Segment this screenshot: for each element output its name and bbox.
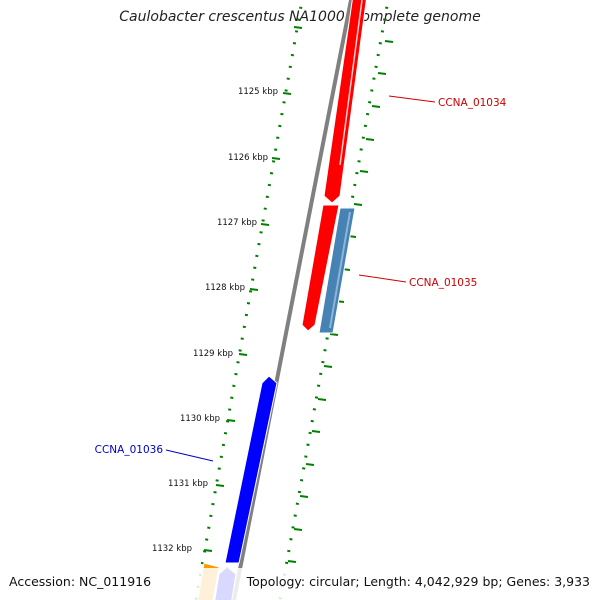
label-ccna-01036[interactable]: CCNA_01036	[95, 444, 164, 456]
ruler-label-1125: 1125 kbp	[238, 87, 278, 97]
label-ccna-01034[interactable]: CCNA_01034	[438, 97, 507, 109]
ruler-tick	[203, 549, 213, 552]
ruler-label-1131: 1131 kbp	[168, 479, 208, 489]
ruler-tick	[260, 223, 270, 226]
ruler-tick	[282, 92, 292, 95]
genome-backbone	[231, 0, 354, 600]
ruler-label-1128: 1128 kbp	[205, 283, 245, 293]
ruler-label-1127: 1127 kbp	[217, 218, 257, 228]
gene-ccna-01035[interactable]	[301, 204, 340, 332]
ruler-tick	[215, 484, 225, 487]
feature-highlight	[329, 211, 351, 329]
footer-bg	[0, 568, 600, 600]
ruler-label-1126: 1126 kbp	[228, 153, 268, 163]
label-ccna-01035[interactable]: CCNA_01035	[409, 277, 477, 289]
leader-line	[165, 449, 214, 462]
gene-ccna-01036[interactable]	[224, 375, 278, 564]
ruler-label-1129: 1129 kbp	[193, 349, 233, 359]
outer-ruler	[287, 40, 394, 563]
ruler-tick	[226, 419, 236, 422]
ruler-label-1130: 1130 kbp	[180, 414, 220, 424]
map-title: Caulobacter crescentus NA1000, complete …	[119, 9, 481, 25]
accession-text: Accession: NC_011916	[9, 574, 152, 589]
ruler-tick	[238, 353, 248, 356]
leader-line	[388, 95, 436, 103]
ruler-tick	[249, 288, 259, 291]
ruler-tick	[271, 157, 281, 160]
ruler-label-1132: 1132 kbp	[152, 544, 192, 554]
inner-ruler: 1125 kbp 1126 kbp 1127 kbp 1128 kbp 1129…	[152, 26, 303, 554]
leader-line	[358, 274, 407, 283]
gene-highlight	[339, 0, 363, 166]
backbone-halo	[233, 0, 360, 600]
ruler-tick	[293, 26, 303, 29]
genome-summary-text: Topology: circular; Length: 4,042,929 bp…	[246, 574, 590, 589]
